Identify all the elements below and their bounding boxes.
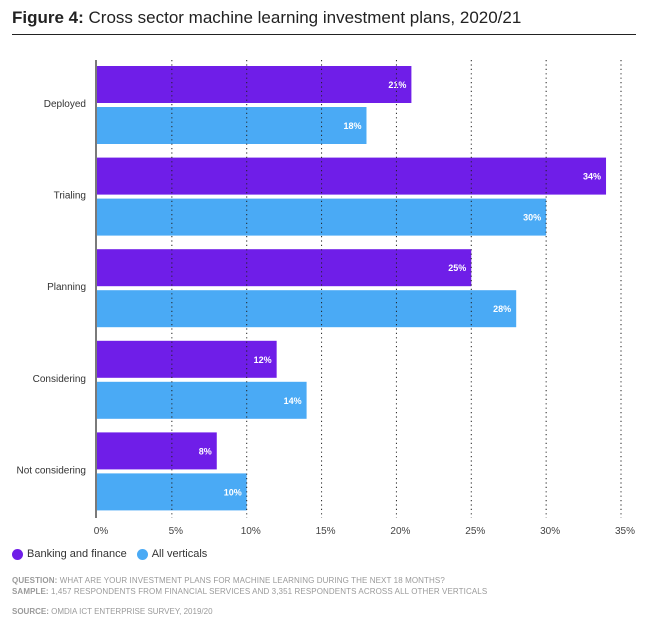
data-label: 14% [284, 396, 302, 406]
x-tick-label: 15% [316, 526, 336, 537]
bar-deployed-banking [97, 66, 412, 103]
data-label: 28% [493, 304, 511, 314]
legend-swatch-all-verticals [136, 548, 148, 560]
data-label: 10% [224, 487, 242, 497]
title-text: Cross sector machine learning investment… [88, 8, 522, 27]
question-text: WHAT ARE YOUR INVESTMENT PLANS FOR MACHI… [59, 576, 445, 585]
legend-item-all-verticals: All verticals [136, 548, 208, 560]
category-label: Deployed [44, 99, 86, 110]
figure-number: Figure 4: [12, 8, 84, 27]
bar-deployed-all-verticals [97, 107, 367, 144]
title-rule [12, 34, 636, 35]
x-tick-label: 35% [615, 526, 635, 537]
legend-label: Banking and finance [27, 548, 127, 560]
bar-planning-banking [97, 249, 472, 287]
x-tick-label: 5% [169, 526, 184, 537]
category-label: Planning [47, 282, 86, 293]
question-label: QUESTION: [12, 576, 58, 585]
data-label: 18% [343, 121, 361, 131]
data-label: 30% [523, 213, 541, 223]
category-label: Considering [33, 374, 86, 385]
source-note: SOURCE: OMDIA ICT ENTERPRISE SURVEY, 201… [12, 607, 213, 616]
bar-trialing-banking [97, 157, 607, 195]
bar-chart: 21% 18% Deployed 34% 30% Trialing 25% 28% Planni… [17, 60, 635, 537]
source-label: SOURCE: [12, 607, 49, 616]
bar-not-considering-banking [97, 432, 217, 470]
sample-text: 1,457 RESPONDENTS FROM FINANCIAL SERVICE… [51, 587, 488, 596]
bar-considering-all-verticals [97, 381, 307, 419]
chart-notes: QUESTION: WHAT ARE YOUR INVESTMENT PLANS… [12, 575, 487, 597]
data-label: 12% [254, 355, 272, 365]
sample-note: SAMPLE: 1,457 RESPONDENTS FROM FINANCIAL… [12, 586, 487, 597]
bar-trialing-all-verticals [97, 198, 547, 236]
data-label: 34% [583, 172, 601, 182]
legend-item-banking: Banking and finance [12, 548, 127, 560]
bar-planning-all-verticals [97, 290, 517, 328]
x-tick-label: 10% [241, 526, 261, 537]
legend-swatch-banking [12, 548, 23, 560]
x-tick-label: 30% [540, 526, 560, 537]
category-label: Not considering [17, 465, 86, 476]
bar-considering-banking [97, 340, 277, 378]
data-label: 8% [199, 446, 212, 456]
legend-label: All verticals [151, 548, 208, 560]
x-tick-label: 0% [94, 526, 109, 537]
x-tick-label: 20% [390, 526, 410, 537]
question-note: QUESTION: WHAT ARE YOUR INVESTMENT PLANS… [12, 575, 487, 586]
x-tick-label: 25% [465, 526, 485, 537]
data-label: 25% [448, 263, 466, 273]
chart-title: Figure 4: Cross sector machine learning … [12, 8, 521, 28]
source-text: OMDIA ICT ENTERPRISE SURVEY, 2019/20 [51, 607, 213, 616]
data-label: 21% [388, 80, 406, 90]
category-label: Trialing [54, 191, 86, 202]
legend: Banking and finance All verticals [12, 548, 217, 560]
sample-label: SAMPLE: [12, 587, 49, 596]
